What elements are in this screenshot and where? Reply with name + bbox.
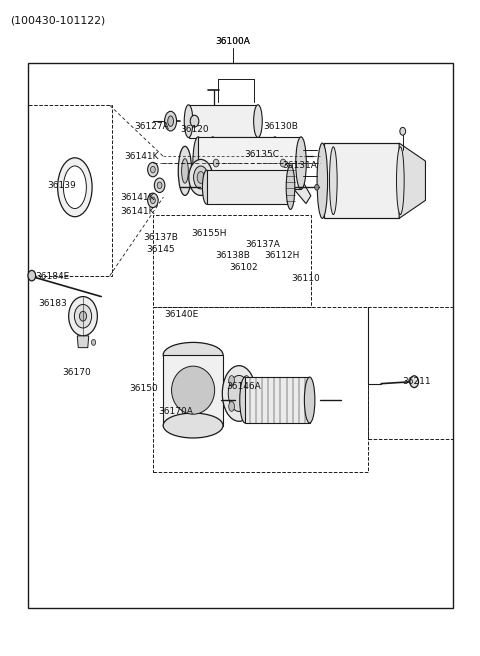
Ellipse shape xyxy=(181,159,188,183)
Ellipse shape xyxy=(244,376,249,386)
Text: 36183: 36183 xyxy=(38,298,67,308)
Ellipse shape xyxy=(171,366,215,414)
Ellipse shape xyxy=(148,163,158,176)
Text: 36211: 36211 xyxy=(402,377,431,386)
Text: 36170A: 36170A xyxy=(158,407,193,417)
Ellipse shape xyxy=(165,118,169,125)
Text: 36100A: 36100A xyxy=(216,37,250,46)
Ellipse shape xyxy=(168,116,173,127)
Ellipse shape xyxy=(222,365,256,421)
Text: 36146A: 36146A xyxy=(227,382,261,392)
Text: 36137A: 36137A xyxy=(246,239,280,249)
Ellipse shape xyxy=(329,147,337,215)
Ellipse shape xyxy=(193,166,208,189)
Text: 36138B: 36138B xyxy=(216,251,250,260)
Text: 36112H: 36112H xyxy=(264,251,300,260)
Ellipse shape xyxy=(396,147,404,215)
Text: 36120: 36120 xyxy=(180,125,209,134)
Text: 36141K: 36141K xyxy=(120,207,155,216)
Ellipse shape xyxy=(74,304,92,328)
Ellipse shape xyxy=(203,171,211,204)
Ellipse shape xyxy=(213,159,219,167)
Text: 36155H: 36155H xyxy=(191,228,227,237)
Ellipse shape xyxy=(189,159,213,195)
Text: 36135C: 36135C xyxy=(244,150,279,159)
Polygon shape xyxy=(198,137,301,189)
Ellipse shape xyxy=(79,312,86,321)
Ellipse shape xyxy=(163,413,223,438)
Ellipse shape xyxy=(229,401,234,411)
Text: (100430-101122): (100430-101122) xyxy=(10,15,106,25)
Ellipse shape xyxy=(190,115,199,127)
Text: 36130B: 36130B xyxy=(263,122,298,131)
Polygon shape xyxy=(189,105,258,138)
Ellipse shape xyxy=(244,401,249,411)
Ellipse shape xyxy=(208,137,217,176)
Ellipse shape xyxy=(280,159,286,167)
Ellipse shape xyxy=(184,105,193,138)
Ellipse shape xyxy=(228,375,250,411)
Text: 36170: 36170 xyxy=(62,368,91,377)
Text: 36131A: 36131A xyxy=(282,161,317,170)
Polygon shape xyxy=(399,143,425,218)
Text: 36141K: 36141K xyxy=(125,152,159,161)
Ellipse shape xyxy=(165,112,177,131)
Polygon shape xyxy=(282,152,311,203)
Ellipse shape xyxy=(410,376,419,388)
Ellipse shape xyxy=(240,377,250,423)
Ellipse shape xyxy=(91,339,96,345)
Polygon shape xyxy=(163,355,223,426)
Ellipse shape xyxy=(315,184,319,190)
Ellipse shape xyxy=(253,105,262,138)
Ellipse shape xyxy=(63,166,86,209)
Polygon shape xyxy=(207,171,290,204)
Ellipse shape xyxy=(155,178,165,192)
Ellipse shape xyxy=(400,127,406,135)
Ellipse shape xyxy=(28,270,36,281)
Ellipse shape xyxy=(197,172,204,183)
Polygon shape xyxy=(77,336,89,348)
Text: 36127A: 36127A xyxy=(134,122,169,131)
Text: 36145: 36145 xyxy=(147,245,175,254)
Ellipse shape xyxy=(193,137,204,189)
Ellipse shape xyxy=(151,167,156,173)
Text: 36150: 36150 xyxy=(129,384,158,393)
Text: 36137B: 36137B xyxy=(144,233,179,242)
Ellipse shape xyxy=(163,342,223,367)
Polygon shape xyxy=(324,143,399,218)
Text: 36184E: 36184E xyxy=(35,272,70,281)
Ellipse shape xyxy=(286,165,295,209)
Text: 36102: 36102 xyxy=(229,263,258,272)
Text: 36139: 36139 xyxy=(48,181,76,190)
Ellipse shape xyxy=(229,376,234,386)
Ellipse shape xyxy=(317,143,327,218)
Ellipse shape xyxy=(148,193,158,207)
Ellipse shape xyxy=(304,377,315,423)
Text: 36140E: 36140E xyxy=(165,310,199,319)
Polygon shape xyxy=(213,137,275,176)
Text: 36141K: 36141K xyxy=(120,193,155,201)
Text: 36100A: 36100A xyxy=(216,37,250,46)
Ellipse shape xyxy=(178,146,192,195)
Ellipse shape xyxy=(151,197,156,203)
Ellipse shape xyxy=(58,158,92,216)
Ellipse shape xyxy=(296,137,306,189)
Ellipse shape xyxy=(69,297,97,336)
Ellipse shape xyxy=(157,182,162,188)
Polygon shape xyxy=(245,377,310,423)
Ellipse shape xyxy=(270,137,280,176)
Text: 36110: 36110 xyxy=(292,274,321,283)
